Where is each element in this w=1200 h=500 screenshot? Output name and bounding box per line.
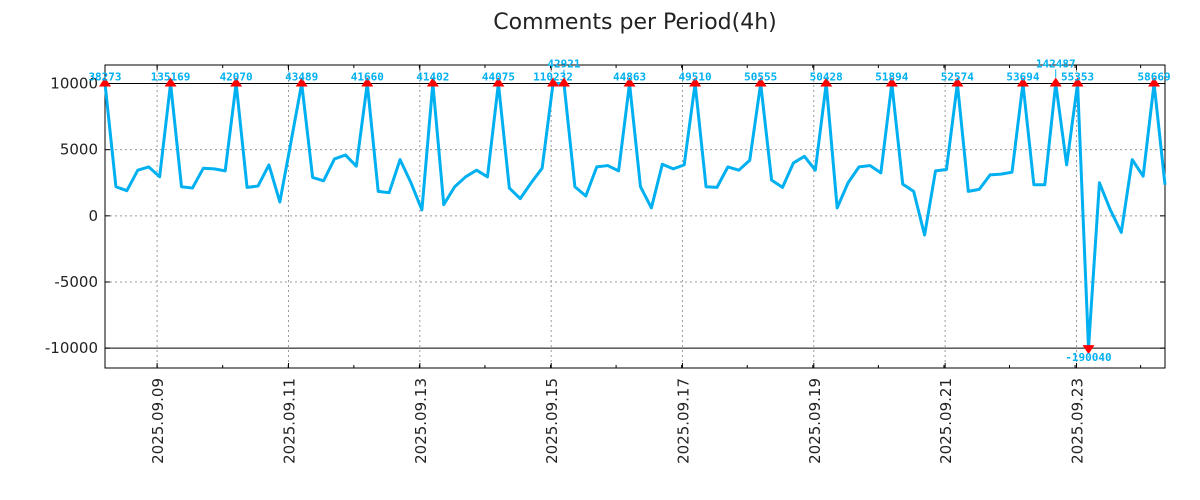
y-tick-label: 0: [88, 207, 98, 225]
y-tick-label: -10000: [45, 339, 98, 357]
clipped-value-label: 110232: [533, 71, 573, 84]
y-tick-label: -5000: [54, 273, 98, 291]
clip-marker-up: [885, 77, 898, 87]
clipped-value-label: 142487: [1036, 58, 1076, 71]
y-tick-label: 5000: [60, 141, 98, 159]
clip-marker-up: [426, 77, 439, 87]
data-series-line: [103, 82, 1167, 350]
clipped-value-label: 53694: [1006, 71, 1039, 84]
clip-marker-up: [951, 77, 964, 87]
clip-marker-up: [295, 77, 308, 87]
clipped-value-label: 43489: [285, 71, 318, 84]
clip-marker-up: [1049, 77, 1062, 87]
clip-marker-up: [547, 77, 560, 87]
clipped-value-label: 50428: [810, 71, 843, 84]
clipped-value-label: 41660: [351, 71, 384, 84]
x-tick-label: 2025.09.19: [806, 378, 824, 464]
y-tick-label: 10000: [50, 75, 98, 93]
chart-title: Comments per Period(4h): [493, 10, 777, 35]
clip-marker-up: [1148, 77, 1161, 87]
clip-marker-up: [99, 77, 111, 87]
clipped-value-label: 58669: [1138, 71, 1171, 84]
clip-marker-up: [361, 77, 374, 87]
clip-marker-down: [1082, 345, 1095, 355]
clip-marker-up: [164, 77, 177, 87]
clip-marker-up: [492, 77, 505, 87]
clipped-value-label: 42070: [220, 71, 253, 84]
x-tick-label: 2025.09.15: [543, 378, 561, 464]
x-tick-label: 2025.09.13: [412, 378, 430, 464]
clipped-value-label: 50555: [744, 71, 777, 84]
clipped-value-label: 38273: [88, 71, 121, 84]
clipped-value-label: 49510: [679, 71, 712, 84]
clip-marker-up: [230, 77, 243, 87]
clip-marker-up: [754, 77, 767, 87]
clipped-value-label: 42921: [547, 58, 580, 71]
clip-marker-up: [1071, 77, 1084, 87]
x-tick-label: 2025.09.17: [674, 378, 692, 464]
clipped-value-label: 55353: [1061, 71, 1094, 84]
clipped-value-label: 44863: [613, 71, 646, 84]
x-tick-label: 2025.09.21: [937, 378, 955, 464]
x-tick-label: 2025.09.23: [1068, 378, 1086, 464]
clip-marker-up: [1016, 77, 1029, 87]
clipped-value-label: 51894: [875, 71, 908, 84]
plot-frame: [104, 64, 1166, 369]
clip-marker-up: [557, 77, 570, 87]
clipped-value-label: -190040: [1065, 351, 1111, 364]
clipped-value-label: 41402: [416, 71, 449, 84]
clip-marker-up: [623, 77, 636, 87]
clipped-value-label: 44075: [482, 71, 515, 84]
x-tick-label: 2025.09.09: [149, 378, 167, 464]
clip-marker-up: [820, 77, 833, 87]
clip-marker-up: [689, 77, 702, 87]
clipped-value-label: 52574: [941, 71, 974, 84]
x-tick-label: 2025.09.11: [280, 378, 298, 464]
clipped-value-label: 135169: [151, 71, 191, 84]
